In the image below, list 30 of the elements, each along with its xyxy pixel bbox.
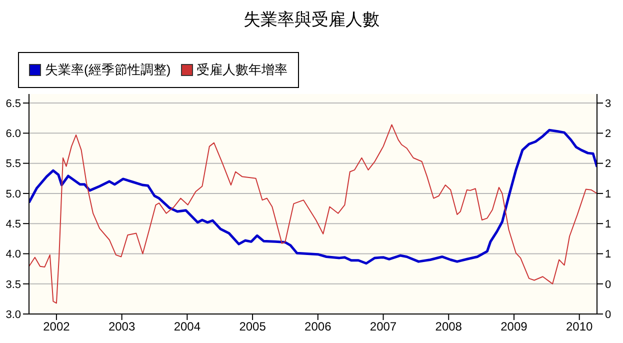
x-tick-label: 2009 [500, 320, 528, 334]
x-tick-label: 2008 [435, 320, 462, 334]
x-tick-label: 2004 [174, 320, 201, 334]
y2-tick-label: 1 [605, 218, 612, 230]
y-tick-label: 6.0 [6, 128, 21, 140]
legend-label: 受雇人數年增率 [196, 61, 288, 79]
y-tick-label: 3.5 [6, 278, 21, 291]
y2-tick-label: 1 [605, 248, 612, 261]
line-series [29, 124, 597, 304]
y2-tick-label: 1 [605, 188, 612, 200]
y2-tick-label: 3 [605, 98, 612, 110]
line-series [29, 128, 597, 265]
y2-tick-label: 0 [605, 278, 612, 291]
y-tick-label: 4.0 [6, 248, 21, 261]
y-tick-label: 4.5 [6, 218, 21, 230]
legend-label: 失業率(經季節性調整) [45, 61, 171, 79]
y2-tick-label: 2 [605, 158, 612, 170]
x-tick-label: 2006 [304, 320, 332, 334]
x-tick-label: 2005 [239, 320, 266, 334]
y2-tick-label: 2 [605, 128, 612, 140]
y-tick-label: 5.5 [6, 158, 21, 170]
y2-tick-label: 0 [605, 308, 612, 321]
y-tick-label: 5.0 [6, 188, 21, 200]
y-tick-label: 3.0 [6, 308, 21, 321]
x-tick-label: 2003 [108, 320, 136, 334]
chart-title: 失業率與受雇人數 [242, 9, 380, 31]
x-tick-label: 2010 [566, 320, 594, 334]
x-tick-label: 2007 [370, 320, 397, 334]
y-tick-label: 6.5 [6, 98, 21, 110]
x-tick-label: 2002 [43, 320, 70, 334]
